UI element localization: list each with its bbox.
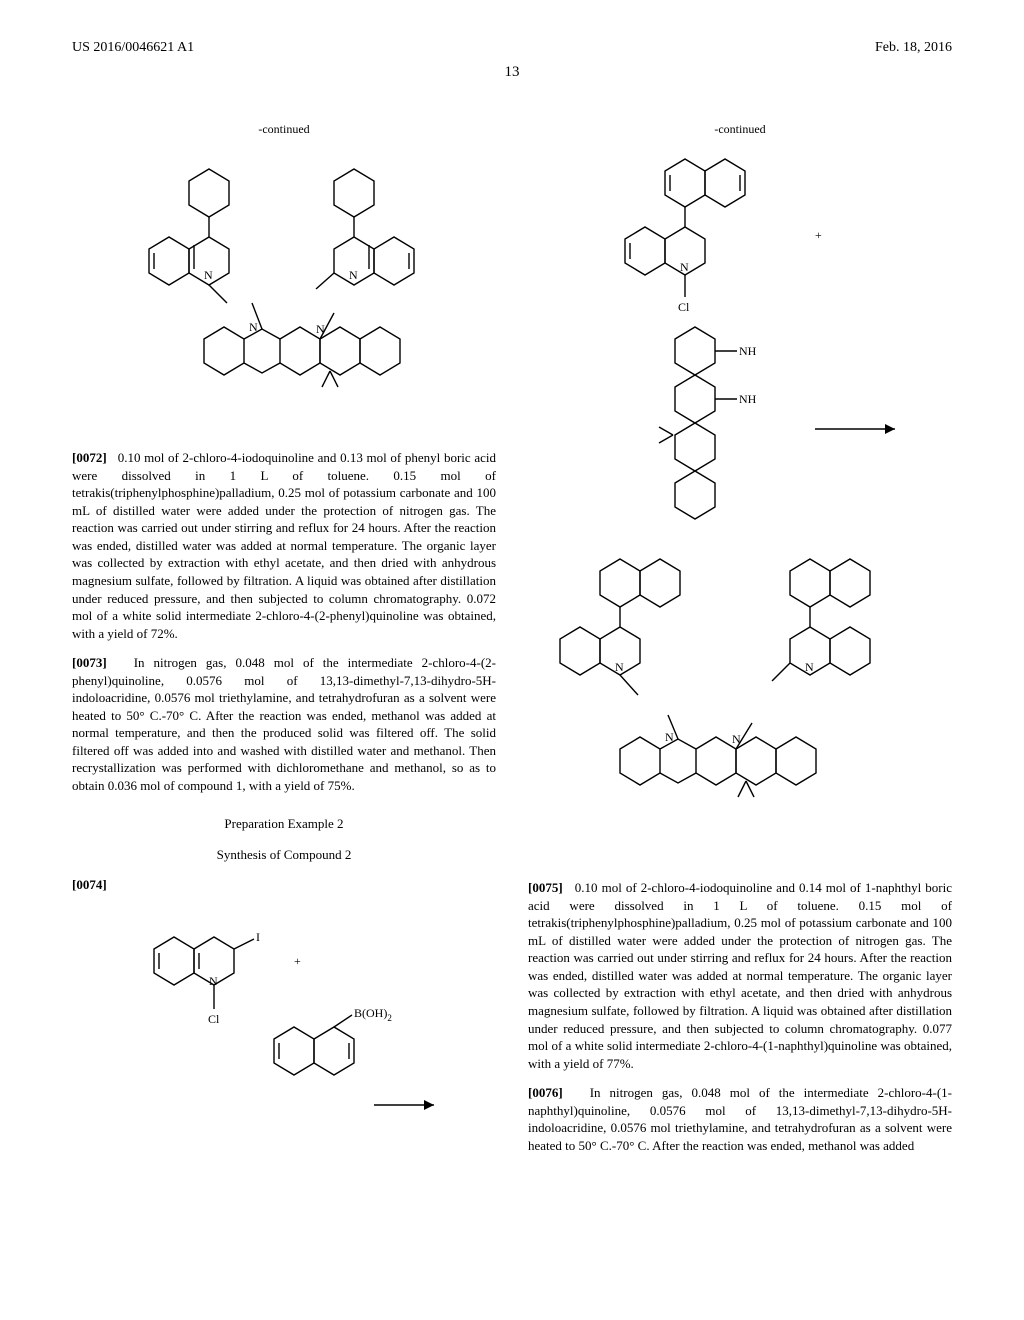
chemical-structure-4: N N N N — [550, 549, 930, 859]
paragraph-76: [0076] In nitrogen gas, 0.048 mol of the… — [528, 1084, 952, 1154]
patent-number: US 2016/0046621 A1 — [72, 40, 194, 56]
paragraph-74: [0074] — [72, 876, 496, 894]
para-text: 0.10 mol of 2-chloro-4-iodoquinoline and… — [528, 880, 952, 1070]
para-number: [0076] — [528, 1085, 563, 1100]
nitrogen-label: N — [249, 320, 258, 334]
paragraph-75: [0075] 0.10 mol of 2-chloro-4-iodoquinol… — [528, 879, 952, 1072]
continued-label: -continued — [528, 121, 952, 137]
para-text: In nitrogen gas, 0.048 mol of the interm… — [72, 655, 496, 793]
continued-label: -continued — [72, 121, 496, 137]
synthesis-heading: Synthesis of Compound 2 — [72, 846, 496, 864]
nitrogen-label: N — [680, 260, 689, 274]
nitrogen-label: N — [665, 730, 674, 744]
paragraph-73: [0073] In nitrogen gas, 0.048 mol of the… — [72, 654, 496, 794]
para-text: In nitrogen gas, 0.048 mol of the interm… — [528, 1085, 952, 1153]
chemical-structure-2: N I Cl + B(OH)2 — [124, 905, 444, 1125]
nitrogen-label: N — [615, 660, 624, 674]
nh-label: NH — [739, 344, 757, 358]
para-text: 0.10 mol of 2-chloro-4-iodoquinoline and… — [72, 450, 496, 640]
chemical-structure-1: N N N — [119, 149, 449, 429]
para-number: [0073] — [72, 655, 107, 670]
patent-date: Feb. 18, 2016 — [875, 40, 952, 56]
plus-label: + — [294, 954, 301, 968]
iodine-label: I — [256, 930, 260, 944]
nitrogen-label: N — [316, 322, 325, 336]
para-number: [0075] — [528, 880, 563, 895]
page-header: US 2016/0046621 A1 Feb. 18, 2016 — [72, 40, 952, 56]
two-column-layout: -continued N — [72, 121, 952, 1166]
page-number: 13 — [72, 64, 952, 81]
nh-label: NH — [739, 392, 757, 406]
paragraph-72: [0072] 0.10 mol of 2-chloro-4-iodoquinol… — [72, 449, 496, 642]
boronic-label: B(OH)2 — [354, 1006, 392, 1023]
nitrogen-label: N — [204, 268, 213, 282]
left-column: -continued N — [72, 121, 496, 1166]
para-number: [0072] — [72, 450, 107, 465]
chlorine-label: Cl — [208, 1012, 220, 1026]
nitrogen-label: N — [805, 660, 814, 674]
chemical-structure-3: N Cl + NH NH — [565, 149, 915, 529]
nitrogen-label: N — [349, 268, 358, 282]
chlorine-label: Cl — [678, 300, 690, 314]
plus-label: + — [815, 228, 822, 242]
right-column: -continued N Cl + — [528, 121, 952, 1166]
preparation-heading: Preparation Example 2 — [72, 815, 496, 833]
para-number: [0074] — [72, 877, 107, 892]
